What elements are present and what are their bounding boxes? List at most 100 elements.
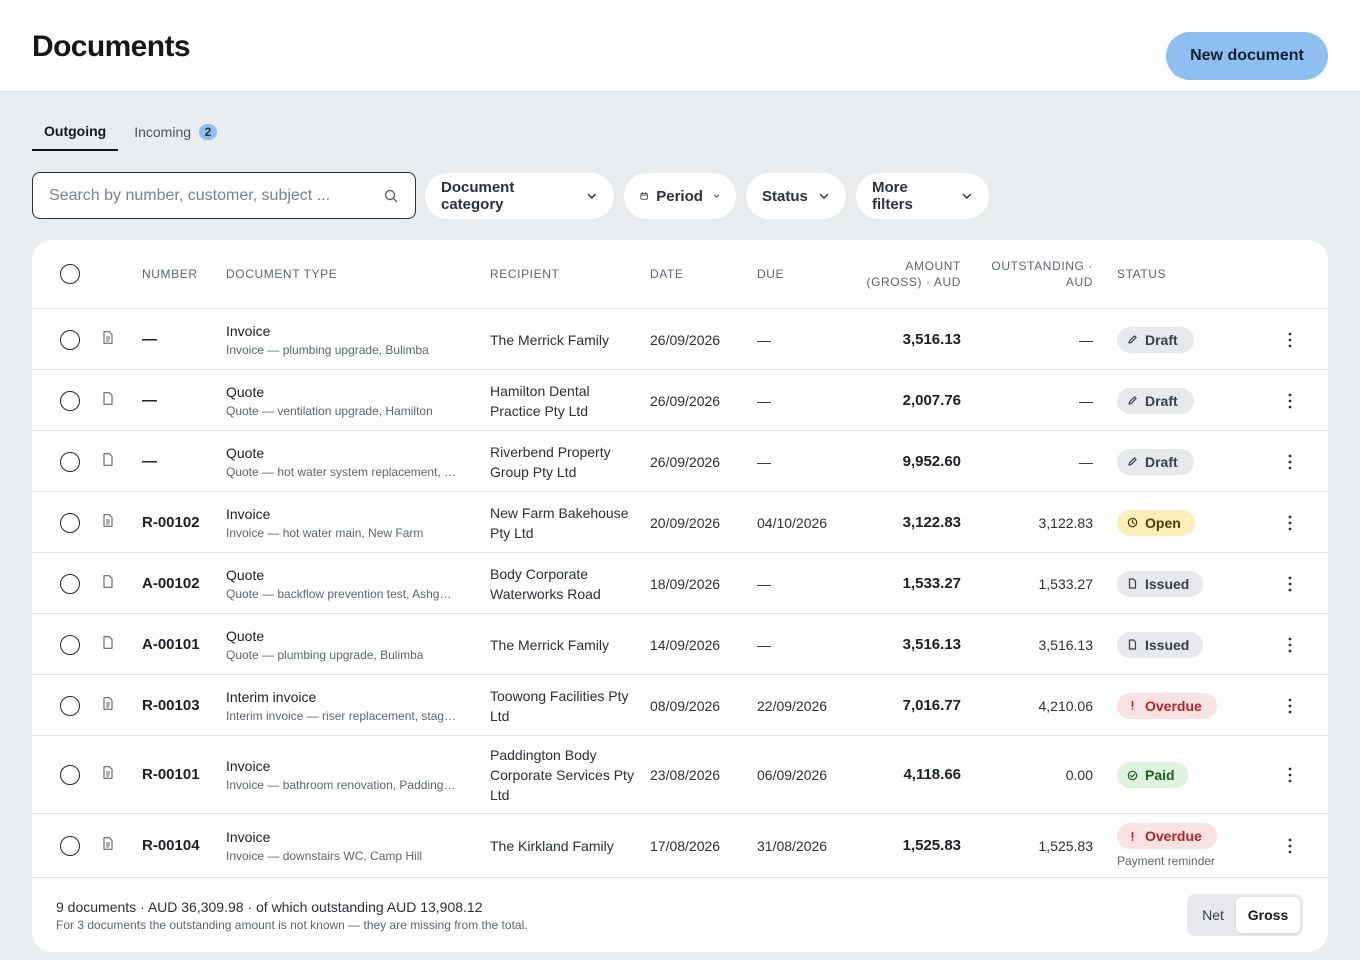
column-outstanding[interactable]: Outstanding · AUD xyxy=(972,258,1093,290)
status-badge: Issued xyxy=(1117,570,1203,597)
table-row[interactable]: R-00103 Interim invoice Interim invoice — … xyxy=(32,675,1328,736)
status-badge: Draft xyxy=(1117,387,1194,414)
table-row[interactable]: A-00102 Quote Quote — backflow prevention … xyxy=(32,553,1328,614)
documents-table: Number Document type Recipient Date Due … xyxy=(32,240,1328,952)
summary-total: 9 documents · AUD 36,309.98 · of which o… xyxy=(56,899,483,915)
more-actions-icon[interactable] xyxy=(1284,331,1296,349)
document-number[interactable]: A-00101 xyxy=(142,635,200,653)
more-actions-icon[interactable] xyxy=(1284,392,1296,410)
document-number[interactable]: R-00101 xyxy=(142,766,200,783)
invoice-icon xyxy=(103,513,113,527)
amount-gross: 3,122.83 xyxy=(902,513,961,531)
table-row[interactable]: R-00101 Invoice Invoice — bathroom renovat… xyxy=(32,736,1328,814)
more-actions-icon[interactable] xyxy=(1284,697,1296,715)
summary-note: For 3 documents the outstanding amount i… xyxy=(56,918,528,932)
amount-gross: 7,016.77 xyxy=(902,696,961,714)
tab-bar: Outgoing Incoming 2 xyxy=(32,112,218,152)
column-amount[interactable]: Amount (gross) · AUD xyxy=(832,258,961,290)
status-label: Overdue xyxy=(1145,697,1202,714)
tab-outgoing[interactable]: Outgoing xyxy=(32,112,119,151)
row-checkbox[interactable] xyxy=(60,765,80,785)
filter-more-label: More filters xyxy=(872,179,913,213)
table-footer: 9 documents · AUD 36,309.98 · of which o… xyxy=(32,877,1328,952)
filter-document-category[interactable]: Document category xyxy=(425,173,614,219)
document-number[interactable]: A-00102 xyxy=(142,574,200,592)
toggle-gross[interactable]: Gross xyxy=(1236,897,1300,933)
document-date: 23/08/2026 xyxy=(650,767,721,783)
more-actions-icon[interactable] xyxy=(1284,766,1296,784)
column-document-type[interactable]: Document type xyxy=(226,267,338,281)
document-date: 14/09/2026 xyxy=(650,636,721,653)
document-date: 26/09/2026 xyxy=(650,453,721,470)
row-checkbox[interactable] xyxy=(60,836,80,856)
tab-incoming[interactable]: Incoming 2 xyxy=(134,112,218,151)
document-type: Quote xyxy=(226,566,265,583)
more-actions-icon[interactable] xyxy=(1284,514,1296,532)
new-document-button[interactable]: New document xyxy=(1166,32,1328,80)
recipient: Riverbend Property Group Pty Ltd xyxy=(490,443,611,480)
select-all-checkbox[interactable] xyxy=(60,264,80,284)
table-row[interactable]: R-00102 Invoice Invoice — hot water main, … xyxy=(32,492,1328,553)
document-date: 26/09/2026 xyxy=(650,331,721,348)
pencil-icon xyxy=(1128,457,1137,466)
column-due[interactable]: Due xyxy=(757,267,785,281)
row-checkbox[interactable] xyxy=(60,695,80,716)
filter-status[interactable]: Status xyxy=(746,173,846,219)
table-row[interactable]: — Invoice Invoice — plumbing upgrade, Buli… xyxy=(32,309,1328,370)
table-row[interactable]: A-00101 Quote Quote — plumbing upgrade, Bu… xyxy=(32,614,1328,675)
amount-outstanding: 4,210.06 xyxy=(1038,697,1094,714)
column-date[interactable]: Date xyxy=(650,267,684,281)
amount-outstanding: — xyxy=(1079,331,1093,348)
document-type-cell: Invoice Invoice — bathroom renovation, Pa… xyxy=(226,757,466,793)
search-input[interactable] xyxy=(49,186,369,205)
document-number[interactable]: — xyxy=(142,330,157,348)
row-checkbox[interactable] xyxy=(60,573,80,594)
column-number[interactable]: Number xyxy=(142,267,198,281)
more-actions-icon[interactable] xyxy=(1284,837,1296,855)
more-actions-icon[interactable] xyxy=(1284,636,1296,654)
column-status[interactable]: Status xyxy=(1117,267,1167,281)
more-actions-icon[interactable] xyxy=(1284,575,1296,593)
document-number[interactable]: — xyxy=(142,452,157,470)
document-number[interactable]: R-00104 xyxy=(142,837,200,854)
due-date: 22/09/2026 xyxy=(757,697,828,714)
document-number[interactable]: R-00103 xyxy=(142,696,200,714)
document-date: 20/09/2026 xyxy=(650,514,721,531)
amount-gross: 1,533.27 xyxy=(902,574,961,592)
row-checkbox[interactable] xyxy=(60,451,80,472)
amount-gross: 2,007.76 xyxy=(902,391,961,409)
filter-more[interactable]: More filters xyxy=(856,173,989,219)
row-checkbox[interactable] xyxy=(60,329,80,350)
document-icon xyxy=(1128,578,1137,589)
row-checkbox[interactable] xyxy=(60,634,80,655)
chevron-down-icon xyxy=(819,193,829,199)
due-date: — xyxy=(757,331,771,348)
document-icon xyxy=(1128,639,1137,650)
toggle-net[interactable]: Net xyxy=(1202,907,1224,923)
row-checkbox[interactable] xyxy=(60,512,80,533)
check-circle-icon xyxy=(1127,770,1138,780)
chevron-down-icon xyxy=(713,194,719,198)
document-number[interactable]: R-00102 xyxy=(142,513,200,531)
tab-outgoing-label: Outgoing xyxy=(44,122,107,139)
column-amount-line2: (gross) · AUD xyxy=(866,275,961,289)
document-type-cell: Invoice Invoice — plumbing upgrade, Bulim… xyxy=(226,322,466,358)
pencil-icon xyxy=(1128,335,1137,344)
column-outstanding-line1: Outstanding · xyxy=(991,259,1093,273)
column-recipient[interactable]: Recipient xyxy=(490,267,560,281)
table-row[interactable]: — Quote Quote — ventilation upgrade, Hamil… xyxy=(32,370,1328,431)
document-subject: Interim invoice — riser replacement, sta… xyxy=(226,708,457,723)
search-icon[interactable] xyxy=(383,188,399,204)
status-badge: Issued xyxy=(1117,631,1203,658)
document-number[interactable]: — xyxy=(142,391,157,409)
filter-period[interactable]: Period xyxy=(624,173,736,219)
due-date: 04/10/2026 xyxy=(757,514,828,531)
document-date: 17/08/2026 xyxy=(650,838,721,854)
column-amount-line1: Amount xyxy=(905,259,961,273)
more-actions-icon[interactable] xyxy=(1284,453,1296,471)
document-type: Invoice xyxy=(226,829,271,845)
table-row[interactable]: R-00104 Invoice Invoice — downstairs WC, C… xyxy=(32,814,1328,878)
table-row[interactable]: — Quote Quote — hot water system replaceme… xyxy=(32,431,1328,492)
row-checkbox[interactable] xyxy=(60,390,80,411)
recipient: New Farm Bakehouse Pty Ltd xyxy=(490,504,629,541)
